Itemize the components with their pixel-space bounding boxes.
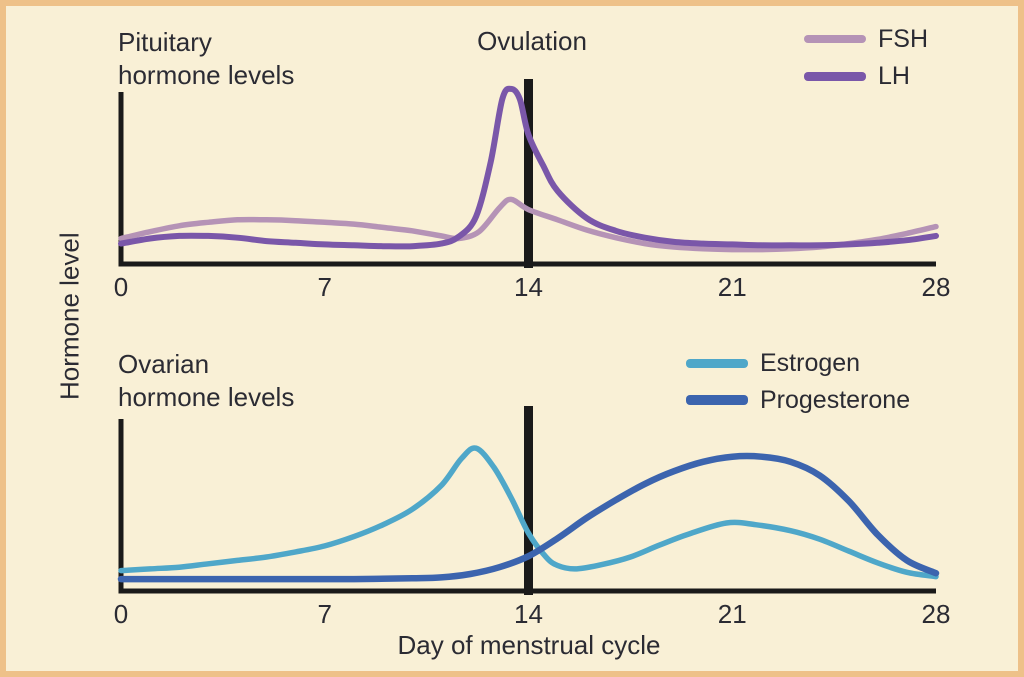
- x-tick-label: 0: [114, 599, 128, 629]
- estrogen-curve: [118, 445, 939, 580]
- x-tick-label: 7: [318, 599, 332, 629]
- legend-row-fsh: FSH: [804, 25, 928, 53]
- lh-swatch-icon: [804, 71, 866, 81]
- pituitary-panel-label: Pituitary hormone levels: [118, 27, 295, 90]
- progesterone-legend-label: Progesterone: [760, 385, 911, 414]
- progesterone-swatch-icon: [686, 395, 748, 405]
- fsh-swatch-icon: [804, 35, 866, 43]
- x-tick-label: 28: [922, 599, 951, 629]
- x-tick-label: 0: [114, 272, 128, 302]
- legend-row-progesterone: Progesterone: [686, 386, 910, 414]
- x-tick-label: 14: [514, 272, 543, 302]
- axes: [118, 92, 936, 267]
- x-tick-labels: 0 7 14 21 28: [114, 272, 951, 302]
- legend-row-estrogen: Estrogen: [686, 349, 910, 377]
- estrogen-swatch-icon: [686, 358, 748, 368]
- lh-curve: [118, 85, 939, 250]
- lh-legend-label: LH: [878, 61, 910, 90]
- fsh-curve: [118, 196, 939, 253]
- x-tick-label: 21: [718, 272, 747, 302]
- ovarian-legend: Estrogen Progesterone: [686, 349, 910, 414]
- pituitary-legend: FSH LH: [804, 25, 928, 90]
- x-tick-label: 7: [318, 272, 332, 302]
- estrogen-legend-label: Estrogen: [760, 348, 861, 377]
- ovulation-annotation: Ovulation: [477, 26, 587, 56]
- progesterone-curve: [117, 452, 940, 583]
- x-tick-labels: 0 7 14 21 28: [114, 599, 951, 629]
- axes: [118, 419, 936, 594]
- pituitary-chart: 0 7 14 21 28: [114, 79, 951, 302]
- x-tick-label: 21: [718, 599, 747, 629]
- x-tick-label: 28: [922, 272, 951, 302]
- legend-row-lh: LH: [804, 62, 928, 90]
- x-axis-label: Day of menstrual cycle: [397, 630, 661, 660]
- fsh-legend-label: FSH: [878, 24, 928, 53]
- ovarian-chart: 0 7 14 21 28: [114, 406, 951, 629]
- ovarian-panel-label: Ovarian hormone levels: [118, 349, 295, 412]
- x-tick-label: 14: [514, 599, 543, 629]
- y-axis-label: Hormone level: [54, 232, 85, 400]
